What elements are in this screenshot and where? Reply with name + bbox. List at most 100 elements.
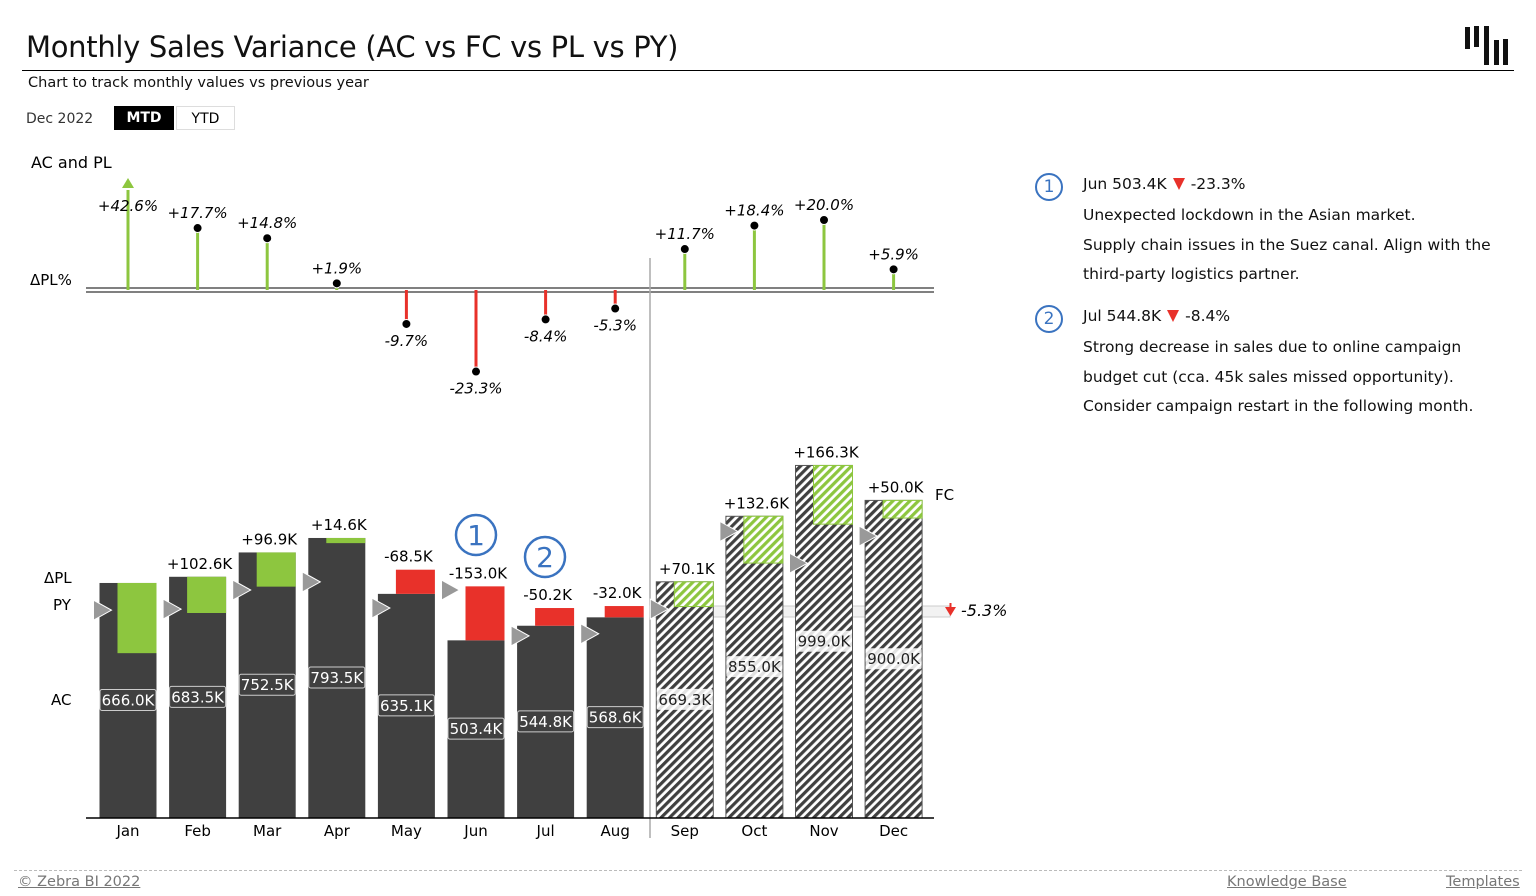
py-marker-triangle-icon bbox=[162, 598, 183, 620]
lollipop-dot bbox=[331, 278, 342, 289]
month-axis-label: Mar bbox=[253, 822, 282, 840]
lollipop-dot bbox=[262, 233, 273, 244]
templates-link[interactable]: Templates bbox=[1446, 874, 1520, 890]
note-heading-label: Jun 503.4K bbox=[1083, 175, 1167, 193]
ac-row-label: AC bbox=[51, 691, 71, 709]
delta-pl-percent-label: +11.7% bbox=[655, 225, 715, 243]
delta-pl-percent-label: +18.4% bbox=[724, 202, 784, 220]
delta-pl-label: +96.9K bbox=[241, 530, 298, 548]
note-heading-value: -23.3% bbox=[1190, 175, 1246, 193]
note-text-line: Strong decrease in sales due to online c… bbox=[1083, 338, 1462, 356]
month-axis-label: Jul bbox=[536, 822, 555, 840]
delta-pl-percent-label: +5.9% bbox=[868, 245, 919, 263]
value-label-bg bbox=[796, 630, 852, 652]
delta-pl-negative-bar bbox=[395, 569, 435, 594]
total-variance-label: -5.3% bbox=[961, 601, 1007, 620]
actual-value-label: 544.8K bbox=[519, 713, 573, 731]
py-marker-triangle-icon bbox=[93, 599, 113, 621]
actual-value-label: 683.5K bbox=[171, 688, 225, 706]
delta-row-label: ΔPL bbox=[44, 569, 72, 587]
py-marker-triangle-icon bbox=[371, 597, 391, 619]
forecast-value-label: 669.3K bbox=[658, 691, 712, 709]
lollipop-dot bbox=[888, 264, 899, 275]
py-marker-triangle-icon bbox=[719, 520, 739, 543]
annotation-marker-2: 2 bbox=[1035, 305, 1063, 333]
delta-pl-label: +70.1K bbox=[659, 560, 716, 578]
delta-pl-positive-bar bbox=[813, 464, 853, 525]
actual-value-label: 635.1K bbox=[380, 697, 434, 715]
top-chart-title: AC and PL bbox=[31, 153, 112, 172]
mtd-toggle-button[interactable]: MTD bbox=[114, 106, 174, 130]
forecast-value-label: 855.0K bbox=[728, 658, 782, 676]
py-marker-triangle-icon bbox=[232, 579, 252, 601]
month-axis-label: Dec bbox=[879, 822, 908, 840]
value-label-bg bbox=[865, 648, 922, 670]
month-axis-label: Sep bbox=[671, 822, 699, 840]
value-label-bg bbox=[308, 666, 366, 689]
value-label-bg bbox=[656, 688, 713, 710]
delta-pl-percent-label: -5.3% bbox=[593, 317, 637, 335]
down-triangle-icon bbox=[1167, 310, 1180, 322]
delta-pl-label: -32.0K bbox=[593, 584, 643, 602]
forecast-value-label: 999.0K bbox=[798, 633, 852, 651]
note-heading-label: Jul 544.8K bbox=[1083, 307, 1162, 325]
page-title: Monthly Sales Variance (AC vs FC vs PL v… bbox=[26, 30, 679, 64]
down-arrow-icon bbox=[945, 607, 956, 616]
top-chart-ylabel: ΔPL% bbox=[30, 271, 72, 289]
delta-pl-label: -68.5K bbox=[384, 548, 434, 566]
actual-value-label: 568.6K bbox=[589, 709, 643, 727]
month-axis-label: Aug bbox=[601, 822, 630, 840]
note-text-line: Consider campaign restart in the followi… bbox=[1083, 397, 1474, 415]
py-marker-triangle-icon bbox=[441, 579, 461, 601]
delta-pl-percent-label: +42.6% bbox=[98, 197, 158, 215]
ytd-toggle-button[interactable]: YTD bbox=[176, 106, 235, 130]
delta-pl-positive-bar bbox=[673, 581, 714, 608]
annotation-circle-2 bbox=[523, 535, 567, 579]
value-label-bg bbox=[377, 694, 435, 717]
title-divider bbox=[22, 70, 1514, 71]
month-axis-label: Jun bbox=[463, 822, 487, 840]
delta-pl-negative-bar bbox=[604, 606, 644, 618]
actual-value-label: 793.5K bbox=[310, 669, 364, 687]
note-heading: Jul 544.8K -8.4% bbox=[1083, 307, 1230, 325]
delta-pl-label: +14.6K bbox=[311, 516, 368, 534]
delta-pl-percent-label: -23.3% bbox=[449, 380, 502, 398]
annotation-number: 1 bbox=[467, 519, 485, 552]
copyright-link[interactable]: © Zebra BI 2022 bbox=[18, 874, 141, 890]
value-label-bg bbox=[517, 710, 575, 733]
month-axis-label: Nov bbox=[809, 822, 838, 840]
value-label-bg bbox=[238, 673, 296, 696]
outlier-triangle-icon bbox=[122, 178, 134, 188]
page-subtitle: Chart to track monthly values vs previou… bbox=[28, 75, 369, 91]
delta-pl-positive-bar bbox=[256, 552, 296, 587]
actual-value-label: 752.5K bbox=[241, 676, 295, 694]
lollipop-dot bbox=[679, 244, 690, 255]
delta-pl-positive-bar bbox=[117, 582, 157, 654]
note-text-line: Unexpected lockdown in the Asian market. bbox=[1083, 206, 1416, 224]
annotation-circle-1 bbox=[454, 513, 498, 557]
delta-pl-negative-bar bbox=[465, 586, 505, 641]
lollipop-dot bbox=[401, 318, 412, 329]
delta-pl-percent-label: -8.4% bbox=[524, 327, 568, 345]
delta-pl-negative-bar bbox=[535, 608, 575, 626]
note-heading: Jun 503.4K -23.3% bbox=[1083, 175, 1246, 193]
month-axis-label: Oct bbox=[741, 822, 767, 840]
month-axis-label: Feb bbox=[184, 822, 211, 840]
value-label-bg bbox=[586, 706, 644, 729]
actual-value-label: 666.0K bbox=[102, 691, 156, 709]
lollipop-dot bbox=[610, 303, 621, 314]
py-marker-triangle-icon bbox=[858, 525, 879, 547]
note-text-line: third-party logistics partner. bbox=[1083, 265, 1300, 283]
forecast-value-label: 900.0K bbox=[867, 650, 921, 668]
month-axis-label: May bbox=[391, 822, 422, 840]
delta-pl-percent-label: -9.7% bbox=[385, 332, 429, 350]
lollipop-dot bbox=[749, 220, 760, 231]
py-marker-triangle-icon bbox=[789, 552, 809, 575]
knowledge-base-link[interactable]: Knowledge Base bbox=[1227, 874, 1347, 890]
lollipop-dot bbox=[192, 223, 203, 234]
delta-pl-positive-bar bbox=[187, 576, 227, 614]
delta-pl-positive-bar bbox=[743, 515, 784, 564]
lollipop-dot bbox=[471, 366, 481, 377]
annotation-marker-1: 1 bbox=[1035, 173, 1063, 201]
value-label-bg bbox=[447, 717, 505, 740]
